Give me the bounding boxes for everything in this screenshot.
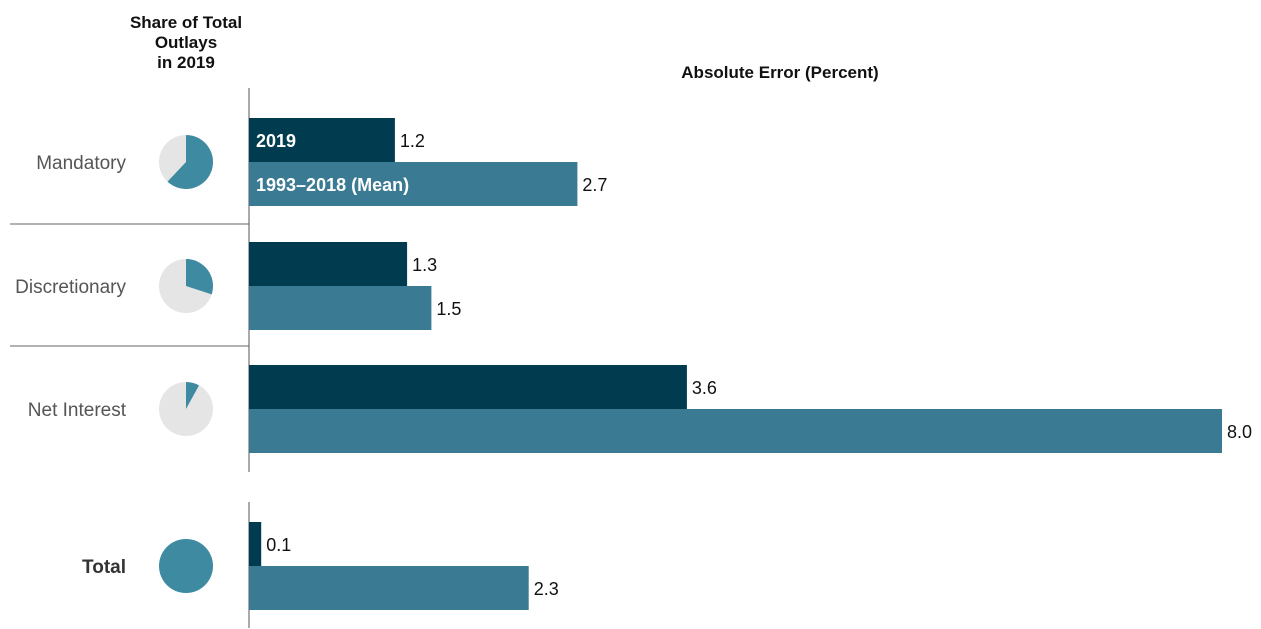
bar-mandatory-2019: [249, 118, 395, 162]
share-header-line: Share of Total: [130, 13, 242, 32]
bar-discretionary-mean: [249, 286, 432, 330]
category-label-net-interest: Net Interest: [28, 400, 127, 421]
bar-mandatory-mean: [249, 162, 578, 206]
share-pie-net-interest: [159, 382, 213, 436]
bar-total-2019: [249, 522, 262, 566]
share-pie-mandatory: [159, 135, 214, 190]
share-header-line: Outlays: [155, 33, 217, 52]
pie-share-slice: [186, 382, 200, 409]
value-label: 2.3: [534, 579, 559, 599]
value-label: 0.1: [266, 535, 291, 555]
share-pie-discretionary: [159, 259, 214, 313]
value-label: 1.5: [436, 299, 461, 319]
pie-share-slice: [167, 135, 214, 190]
legend-label-2019: 2019: [256, 131, 296, 151]
labels: Mandatory 1.2 2019 2.7 1993–2018 (Mean) Discr…: [15, 131, 1252, 599]
value-label: 2.7: [582, 175, 607, 195]
row-separators: [10, 223, 249, 347]
category-label-total: Total: [82, 557, 126, 578]
category-label-mandatory: Mandatory: [36, 153, 126, 174]
bar-total-mean: [249, 566, 529, 610]
x-axis-title: Absolute Error (Percent): [681, 63, 878, 82]
category-label-discretionary: Discretionary: [15, 277, 126, 298]
share-pies: [159, 135, 214, 593]
value-label: 8.0: [1227, 422, 1252, 442]
share-header-line: in 2019: [157, 53, 215, 72]
share-pie-total: [159, 539, 213, 593]
value-label: 3.6: [692, 378, 717, 398]
legend-label-mean: 1993–2018 (Mean): [256, 175, 409, 195]
pie-share-slice: [186, 259, 214, 295]
share-of-outlays-header: Share of Total Outlays in 2019: [130, 13, 242, 72]
value-label: 1.2: [400, 131, 425, 151]
bar-discretionary-2019: [249, 242, 408, 286]
bar-net-interest-2019: [249, 365, 687, 409]
bars: [249, 118, 1222, 610]
value-label: 1.3: [412, 255, 437, 275]
bar-net-interest-mean: [249, 409, 1222, 453]
